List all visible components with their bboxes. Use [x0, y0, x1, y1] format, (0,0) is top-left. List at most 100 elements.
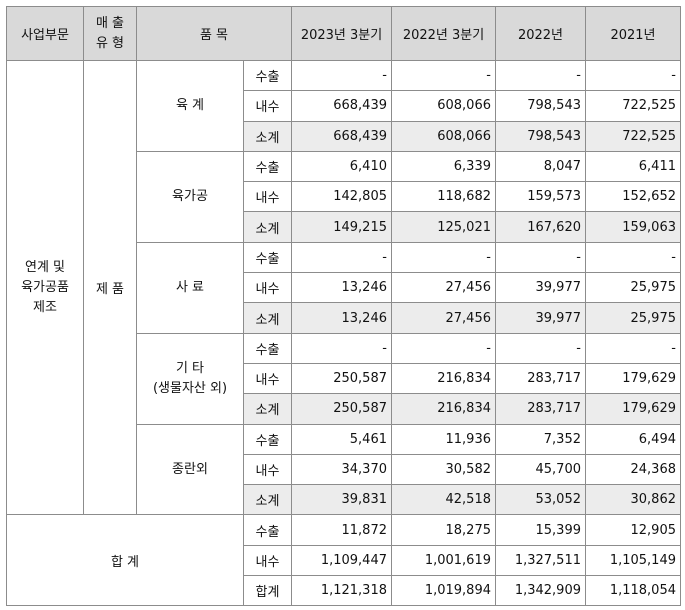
- total-row: 합 계 수출 11,872 18,275 15,399 12,905: [6, 514, 681, 607]
- header-period: 2022년: [495, 6, 586, 61]
- value-cell: 722,525: [585, 90, 681, 122]
- table-row: 종란외 수출 5,461 11,936 7,352 6,494: [7, 423, 681, 516]
- value-cell: 179,629: [585, 393, 681, 425]
- value-cell: 608,066: [391, 90, 496, 122]
- value-cell: 798,543: [495, 120, 586, 152]
- value-cell: 25,975: [585, 302, 681, 334]
- product-cell: 육가공: [136, 150, 244, 243]
- value-cell: 15,399: [495, 514, 586, 546]
- value-cell: 1,019,894: [391, 575, 496, 607]
- value-cell: 6,410: [291, 150, 392, 183]
- value-cell: 1,118,054: [585, 575, 681, 607]
- value-cell: 11,936: [391, 423, 496, 455]
- value-cell: -: [391, 241, 496, 274]
- table-row: 내수 142,805 118,682 159,573 152,652: [7, 181, 681, 213]
- value-cell: -: [291, 59, 392, 92]
- value-cell: -: [291, 241, 392, 274]
- header-period: 2022년 3분기: [391, 6, 496, 61]
- row-label: 수출: [243, 423, 292, 455]
- value-cell: 608,066: [391, 120, 496, 152]
- value-cell: 45,700: [495, 453, 586, 486]
- value-cell: 39,977: [495, 272, 586, 304]
- row-label: 소계: [243, 211, 292, 243]
- row-label: 내수: [243, 181, 292, 213]
- division-cell: 연계 및 육가공품 제조: [6, 59, 84, 516]
- value-cell: 668,439: [291, 90, 392, 122]
- value-cell: -: [495, 59, 586, 92]
- value-cell: 118,682: [391, 181, 496, 213]
- value-cell: 159,063: [585, 211, 681, 243]
- header-row: 사업부문 매 출 유 형 품 목 2023년 3분기 2022년 3분기 202…: [6, 6, 681, 61]
- value-cell: 149,215: [291, 211, 392, 243]
- table-row: 사 료 수출 - - - -: [7, 241, 681, 334]
- value-cell: 1,121,318: [291, 575, 392, 607]
- total-label-cell: 합 계: [6, 514, 244, 607]
- value-cell: 30,862: [585, 484, 681, 516]
- row-label: 소계: [243, 120, 292, 152]
- value-cell: 25,975: [585, 272, 681, 304]
- header-period: 2023년 3분기: [291, 6, 392, 61]
- table-row: 내수 13,246 27,456 39,977 25,975: [7, 272, 681, 304]
- table-row: 소계 149,215 125,021 167,620 159,063: [7, 211, 681, 243]
- value-cell: 722,525: [585, 120, 681, 152]
- value-cell: 1,327,511: [495, 544, 586, 577]
- product-cell: 사 료: [136, 241, 244, 334]
- value-cell: -: [391, 332, 496, 364]
- row-label: 소계: [243, 302, 292, 334]
- product-cell: 육 계: [136, 60, 244, 152]
- row-label: 수출: [243, 241, 292, 274]
- value-cell: -: [585, 241, 681, 274]
- row-label: 수출: [243, 514, 292, 546]
- value-cell: 42,518: [391, 484, 496, 516]
- value-cell: 27,456: [391, 272, 496, 304]
- sales-type-cell: 제 품: [83, 59, 137, 516]
- row-label: 수출: [243, 150, 292, 183]
- value-cell: -: [585, 59, 681, 92]
- value-cell: 283,717: [495, 393, 586, 425]
- value-cell: 18,275: [391, 514, 496, 546]
- value-cell: 1,001,619: [391, 544, 496, 577]
- value-cell: -: [291, 332, 392, 364]
- total-row: 내수 1,109,447 1,001,619 1,327,511 1,105,149: [7, 544, 681, 577]
- value-cell: -: [585, 332, 681, 364]
- row-label: 수출: [243, 59, 292, 92]
- product-cell: 종란외: [136, 423, 244, 516]
- value-cell: 39,977: [495, 302, 586, 334]
- table-row: 소계 250,587 216,834 283,717 179,629: [7, 393, 681, 425]
- row-label: 내수: [243, 90, 292, 122]
- value-cell: 250,587: [291, 362, 392, 395]
- row-label: 내수: [243, 272, 292, 304]
- header-sales-type: 매 출 유 형: [83, 6, 137, 61]
- product-cell: 기 타 (생물자산 외): [136, 332, 244, 425]
- value-cell: -: [391, 59, 496, 92]
- value-cell: 24,368: [585, 453, 681, 486]
- value-cell: 30,582: [391, 453, 496, 486]
- value-cell: 216,834: [391, 362, 496, 395]
- value-cell: 167,620: [495, 211, 586, 243]
- value-cell: 250,587: [291, 393, 392, 425]
- sales-table: 사업부문 매 출 유 형 품 목 2023년 3분기 2022년 3분기 202…: [6, 6, 681, 607]
- value-cell: 8,047: [495, 150, 586, 183]
- row-label: 소계: [243, 484, 292, 516]
- value-cell: 668,439: [291, 120, 392, 152]
- row-label: 내수: [243, 544, 292, 577]
- total-row: 합계 1,121,318 1,019,894 1,342,909 1,118,054: [7, 575, 681, 607]
- value-cell: 6,494: [585, 423, 681, 455]
- value-cell: 179,629: [585, 362, 681, 395]
- value-cell: 152,652: [585, 181, 681, 213]
- value-cell: 1,109,447: [291, 544, 392, 577]
- value-cell: 7,352: [495, 423, 586, 455]
- value-cell: 34,370: [291, 453, 392, 486]
- value-cell: 6,411: [585, 150, 681, 183]
- table-row: 소계 668,439 608,066 798,543 722,525: [7, 120, 681, 152]
- header-period: 2021년: [585, 6, 681, 61]
- table-row: 내수 34,370 30,582 45,700 24,368: [7, 453, 681, 486]
- value-cell: 13,246: [291, 302, 392, 334]
- value-cell: 39,831: [291, 484, 392, 516]
- value-cell: 283,717: [495, 362, 586, 395]
- value-cell: 5,461: [291, 423, 392, 455]
- value-cell: 125,021: [391, 211, 496, 243]
- value-cell: 142,805: [291, 181, 392, 213]
- value-cell: 12,905: [585, 514, 681, 546]
- row-label: 내수: [243, 362, 292, 395]
